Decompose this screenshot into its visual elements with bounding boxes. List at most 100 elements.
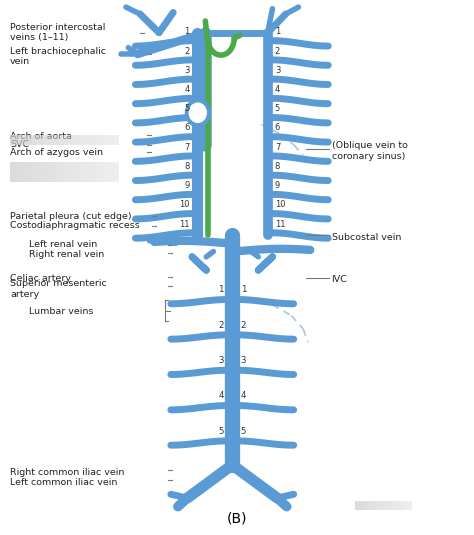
FancyBboxPatch shape (54, 162, 59, 182)
FancyBboxPatch shape (86, 162, 91, 182)
FancyBboxPatch shape (27, 135, 32, 145)
FancyBboxPatch shape (381, 501, 383, 510)
FancyBboxPatch shape (59, 135, 64, 145)
Text: 1: 1 (184, 27, 190, 36)
FancyBboxPatch shape (32, 135, 37, 145)
FancyBboxPatch shape (59, 162, 64, 182)
FancyBboxPatch shape (27, 162, 32, 182)
FancyBboxPatch shape (97, 135, 102, 145)
Text: 7: 7 (184, 143, 190, 152)
Text: 10: 10 (179, 200, 190, 209)
FancyBboxPatch shape (48, 135, 54, 145)
Text: Right renal vein: Right renal vein (29, 250, 104, 258)
FancyBboxPatch shape (358, 501, 361, 510)
Text: 2: 2 (275, 47, 280, 56)
Circle shape (189, 103, 206, 123)
Text: 1: 1 (218, 285, 224, 294)
Text: 4: 4 (275, 85, 280, 94)
Text: 5: 5 (241, 426, 246, 435)
Text: 2: 2 (241, 320, 246, 330)
FancyBboxPatch shape (10, 135, 16, 145)
FancyBboxPatch shape (102, 162, 108, 182)
FancyBboxPatch shape (75, 135, 81, 145)
FancyBboxPatch shape (108, 135, 113, 145)
FancyBboxPatch shape (386, 501, 389, 510)
Text: 5: 5 (218, 426, 224, 435)
Text: 4: 4 (218, 391, 224, 400)
FancyBboxPatch shape (361, 501, 364, 510)
Text: SVC: SVC (10, 140, 29, 149)
FancyBboxPatch shape (54, 135, 59, 145)
Text: 4: 4 (241, 391, 246, 400)
Text: 3: 3 (241, 356, 246, 365)
Text: Posterior intercostal
veins (1–11): Posterior intercostal veins (1–11) (10, 23, 106, 42)
FancyBboxPatch shape (37, 162, 43, 182)
FancyBboxPatch shape (113, 135, 119, 145)
FancyBboxPatch shape (75, 162, 81, 182)
FancyBboxPatch shape (70, 135, 75, 145)
FancyBboxPatch shape (21, 135, 27, 145)
FancyBboxPatch shape (10, 162, 16, 182)
FancyBboxPatch shape (364, 501, 366, 510)
Text: IVC: IVC (331, 275, 347, 284)
FancyBboxPatch shape (91, 135, 97, 145)
FancyBboxPatch shape (16, 135, 21, 145)
FancyBboxPatch shape (21, 162, 27, 182)
Text: 9: 9 (184, 181, 190, 190)
Text: 6: 6 (184, 124, 190, 133)
Text: 11: 11 (275, 219, 285, 228)
Text: 2: 2 (184, 47, 190, 56)
Text: 6: 6 (275, 124, 280, 133)
FancyBboxPatch shape (375, 501, 378, 510)
Text: 3: 3 (275, 66, 280, 75)
Text: Superior mesenteric
artery: Superior mesenteric artery (10, 279, 107, 299)
FancyBboxPatch shape (32, 162, 37, 182)
FancyBboxPatch shape (64, 135, 70, 145)
FancyBboxPatch shape (406, 501, 409, 510)
Text: 3: 3 (218, 356, 224, 365)
Text: (Oblique vein to
coronary sinus): (Oblique vein to coronary sinus) (331, 141, 407, 161)
FancyBboxPatch shape (97, 162, 102, 182)
FancyBboxPatch shape (395, 501, 398, 510)
Text: 3: 3 (184, 66, 190, 75)
Text: 9: 9 (275, 181, 280, 190)
Text: 5: 5 (184, 104, 190, 113)
Text: 10: 10 (275, 200, 285, 209)
FancyBboxPatch shape (372, 501, 375, 510)
FancyBboxPatch shape (81, 135, 86, 145)
Text: 7: 7 (275, 143, 280, 152)
Text: (B): (B) (227, 511, 247, 525)
FancyBboxPatch shape (91, 162, 97, 182)
Text: Lumbar veins: Lumbar veins (29, 307, 93, 316)
Circle shape (185, 99, 210, 127)
FancyBboxPatch shape (81, 162, 86, 182)
FancyBboxPatch shape (70, 162, 75, 182)
FancyBboxPatch shape (392, 501, 395, 510)
Text: Left common iliac vein: Left common iliac vein (10, 478, 118, 487)
FancyBboxPatch shape (355, 501, 358, 510)
Text: 8: 8 (275, 162, 280, 171)
Text: Arch of azygos vein: Arch of azygos vein (10, 148, 103, 157)
Text: Arch of aorta: Arch of aorta (10, 132, 72, 141)
FancyBboxPatch shape (64, 162, 70, 182)
Text: Costodiaphragmatic recess: Costodiaphragmatic recess (10, 221, 140, 231)
Text: Right common iliac vein: Right common iliac vein (10, 469, 125, 477)
FancyBboxPatch shape (366, 501, 369, 510)
FancyBboxPatch shape (398, 501, 401, 510)
FancyBboxPatch shape (108, 162, 113, 182)
Text: Parietal pleura (cut edge): Parietal pleura (cut edge) (10, 212, 132, 221)
Text: 5: 5 (275, 104, 280, 113)
FancyBboxPatch shape (389, 501, 392, 510)
FancyBboxPatch shape (16, 162, 21, 182)
Text: 2: 2 (218, 320, 224, 330)
FancyBboxPatch shape (401, 501, 403, 510)
FancyBboxPatch shape (43, 135, 48, 145)
Text: Left renal vein: Left renal vein (29, 240, 97, 249)
FancyBboxPatch shape (102, 135, 108, 145)
FancyBboxPatch shape (86, 135, 91, 145)
Text: 8: 8 (184, 162, 190, 171)
FancyBboxPatch shape (113, 162, 119, 182)
Text: 1: 1 (275, 27, 280, 36)
Text: Left brachiocephalic
vein: Left brachiocephalic vein (10, 47, 106, 66)
FancyBboxPatch shape (409, 501, 412, 510)
